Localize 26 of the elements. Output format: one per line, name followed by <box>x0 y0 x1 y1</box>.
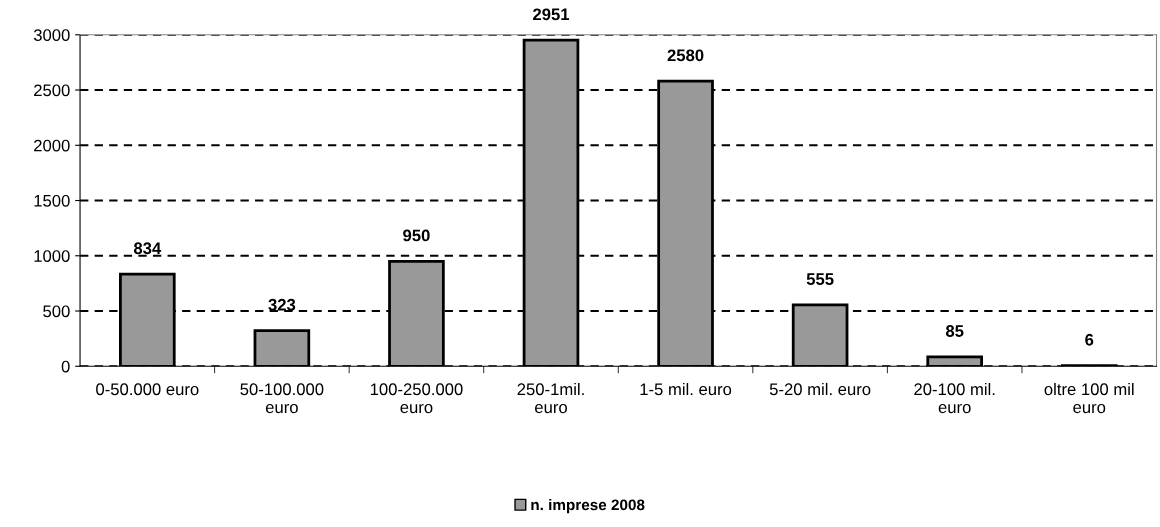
x-tick-label: 250-1mil. euro <box>517 382 584 414</box>
data-label: 2951 <box>533 8 570 21</box>
y-tick-label: 1500 <box>34 194 70 207</box>
data-label: 950 <box>403 229 430 242</box>
data-label: 555 <box>806 273 834 285</box>
x-tick-label: 100-250.000 euro <box>370 383 463 414</box>
y-tick-label: 0 <box>61 360 70 373</box>
bar <box>791 303 849 367</box>
y-tick-label: 3000 <box>33 29 70 41</box>
data-label: 6 <box>1085 333 1094 346</box>
x-tick-label: 50-100.000 euro <box>240 383 324 414</box>
x-tick-label: 5-20 mil. euro <box>769 382 871 396</box>
data-label: 323 <box>268 298 296 311</box>
bar <box>253 329 311 367</box>
x-tick-label: 0-50.000 euro <box>96 383 199 396</box>
y-tick-label: 2500 <box>34 84 70 97</box>
data-label: 85 <box>945 325 964 337</box>
x-tick-label: 1-5 mil. euro <box>640 382 732 396</box>
legend-label: n. imprese 2008 <box>531 499 645 514</box>
y-tick-label: 1000 <box>34 250 70 262</box>
data-label: 834 <box>133 242 162 255</box>
y-tick-label: 500 <box>43 305 70 318</box>
data-label: 2580 <box>667 49 704 62</box>
y-tick-label: 2000 <box>34 139 70 152</box>
x-tick-label: 20-100 mil. euro <box>914 382 995 414</box>
x-tick-label: oltre 100 mil euro <box>1044 382 1134 414</box>
